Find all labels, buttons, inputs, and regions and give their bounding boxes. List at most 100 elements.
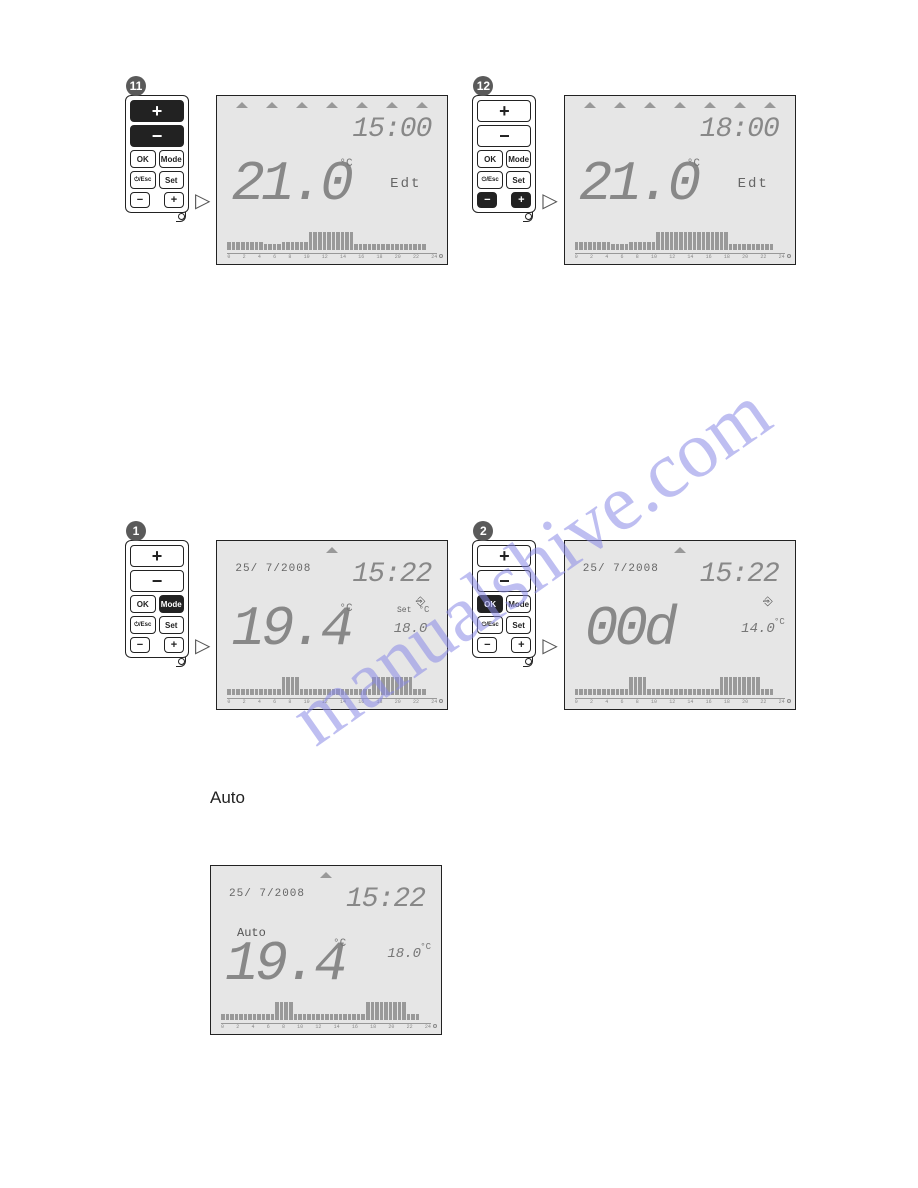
arrow-icon: ▷ <box>195 633 210 658</box>
ok-button[interactable]: OK <box>477 595 503 613</box>
set-button[interactable]: Set <box>159 616 185 634</box>
temp-unit: °C <box>333 938 346 950</box>
indicator-dot <box>787 254 791 258</box>
date-display: 25/ 7/2008 <box>229 888 305 900</box>
time-display: 18:00 <box>700 114 779 145</box>
temp-unit: °C <box>339 603 352 615</box>
keypad-tail <box>176 212 186 222</box>
schedule-bars <box>221 990 431 1020</box>
arrow-icon: ▷ <box>542 188 557 213</box>
keypad-11: 11 + − OK Mode ⏻/Esc Set − + <box>125 95 189 213</box>
day-indicators <box>565 102 795 108</box>
set-label: Set <box>397 606 411 615</box>
lcd-display-11: 15:00 21.0 °C Edt 024681012141618202224 <box>216 95 448 265</box>
indicator-dot <box>439 699 443 703</box>
time-display: 15:22 <box>352 559 431 590</box>
temp-unit: °C <box>687 158 700 170</box>
minus-small-button[interactable]: − <box>477 637 497 653</box>
keypad-tail <box>523 212 533 222</box>
schedule-bars <box>575 220 785 250</box>
keypad-12: 12 + − OK Mode ⏻/Esc Set − + <box>472 95 536 213</box>
minus-button[interactable]: − <box>130 125 184 147</box>
set-temp: 18.0 <box>387 946 421 962</box>
minus-button[interactable]: − <box>477 570 531 592</box>
esc-button[interactable]: ⏻/Esc <box>477 171 503 189</box>
date-display: 25/ 7/2008 <box>583 563 659 575</box>
unit-12: 12 + − OK Mode ⏻/Esc Set − + ▷ 18:00 21.… <box>472 95 795 265</box>
keypad-2: 2 + − OK Mode ⏻/Esc Set − + <box>472 540 536 658</box>
lcd-display-12: 18:00 21.0 °C Edt 024681012141618202224 <box>564 95 796 265</box>
panel-row-3: 25/ 7/2008 15:22 Auto 19.4 °C 18.0 °C 02… <box>210 865 442 1035</box>
arrow-icon: ▷ <box>542 633 557 658</box>
set-temp: 14.0 <box>741 621 775 637</box>
day-indicators <box>217 547 447 553</box>
day-indicators <box>565 547 795 553</box>
time-display: 15:22 <box>346 884 425 915</box>
keypad-tail <box>523 657 533 667</box>
suitcase-icon: ⎆ <box>763 595 773 609</box>
set-button[interactable]: Set <box>506 171 532 189</box>
lcd-display-2: 25/ 7/2008 15:22 ⎆ 00d 14.0 °C 024681012… <box>564 540 796 710</box>
ok-button[interactable]: OK <box>477 150 503 168</box>
indicator-dot <box>787 699 791 703</box>
esc-button[interactable]: ⏻/Esc <box>130 171 156 189</box>
hour-scale: 024681012141618202224 <box>227 253 437 261</box>
hour-scale: 024681012141618202224 <box>575 253 785 261</box>
badge-2: 2 <box>473 521 493 541</box>
indicator-dot <box>433 1024 437 1028</box>
hour-scale: 024681012141618202224 <box>221 1023 431 1031</box>
days-display: 00d <box>585 601 674 657</box>
day-indicators <box>211 872 441 878</box>
plus-small-button[interactable]: + <box>164 637 184 653</box>
esc-button[interactable]: ⏻/Esc <box>130 616 156 634</box>
minus-button[interactable]: − <box>130 570 184 592</box>
schedule-bars <box>575 665 785 695</box>
day-indicators <box>217 102 447 108</box>
time-display: 15:00 <box>352 114 431 145</box>
esc-button[interactable]: ⏻/Esc <box>477 616 503 634</box>
minus-small-button[interactable]: − <box>477 192 497 208</box>
plus-button[interactable]: + <box>477 100 531 122</box>
hour-scale: 024681012141618202224 <box>227 698 437 706</box>
mode-button[interactable]: Mode <box>506 595 532 613</box>
plus-small-button[interactable]: + <box>511 637 531 653</box>
mode-button[interactable]: Mode <box>159 595 185 613</box>
temperature-display: 21.0 <box>231 156 349 212</box>
temperature-display: 21.0 <box>579 156 697 212</box>
minus-small-button[interactable]: − <box>130 192 150 208</box>
keypad-1: 1 + − OK Mode ⏻/Esc Set − + <box>125 540 189 658</box>
unit-1: 1 + − OK Mode ⏻/Esc Set − + ▷ 25/ 7/2008… <box>125 540 448 710</box>
keypad-tail <box>176 657 186 667</box>
mode-text: Edt <box>390 176 421 192</box>
panel-row-2: 1 + − OK Mode ⏻/Esc Set − + ▷ 25/ 7/2008… <box>125 540 796 710</box>
lcd-display-auto: 25/ 7/2008 15:22 Auto 19.4 °C 18.0 °C 02… <box>210 865 442 1035</box>
mode-button[interactable]: Mode <box>506 150 532 168</box>
schedule-bars <box>227 665 437 695</box>
ok-button[interactable]: OK <box>130 150 156 168</box>
plus-button[interactable]: + <box>477 545 531 567</box>
set-temp: 18.0 <box>394 621 428 637</box>
badge-11: 11 <box>126 76 146 96</box>
plus-button[interactable]: + <box>130 100 184 122</box>
unit-11: 11 + − OK Mode ⏻/Esc Set − + ▷ 15:00 21.… <box>125 95 448 265</box>
plus-button[interactable]: + <box>130 545 184 567</box>
temperature-display: 19.4 <box>225 936 343 992</box>
panel-row-1: 11 + − OK Mode ⏻/Esc Set − + ▷ 15:00 21.… <box>125 95 796 265</box>
badge-1: 1 <box>126 521 146 541</box>
auto-mode-label: Auto <box>210 788 245 808</box>
plus-small-button[interactable]: + <box>164 192 184 208</box>
plus-small-button[interactable]: + <box>511 192 531 208</box>
minus-button[interactable]: − <box>477 125 531 147</box>
mode-text: Edt <box>738 176 769 192</box>
set-button[interactable]: Set <box>159 171 185 189</box>
unit-2: 2 + − OK Mode ⏻/Esc Set − + ▷ 25/ 7/2008… <box>472 540 795 710</box>
set-button[interactable]: Set <box>506 616 532 634</box>
set-unit: °C <box>419 605 430 615</box>
time-display: 15:22 <box>700 559 779 590</box>
ok-button[interactable]: OK <box>130 595 156 613</box>
minus-small-button[interactable]: − <box>130 637 150 653</box>
set-unit: °C <box>774 617 785 627</box>
indicator-dot <box>439 254 443 258</box>
badge-12: 12 <box>473 76 493 96</box>
mode-button[interactable]: Mode <box>159 150 185 168</box>
